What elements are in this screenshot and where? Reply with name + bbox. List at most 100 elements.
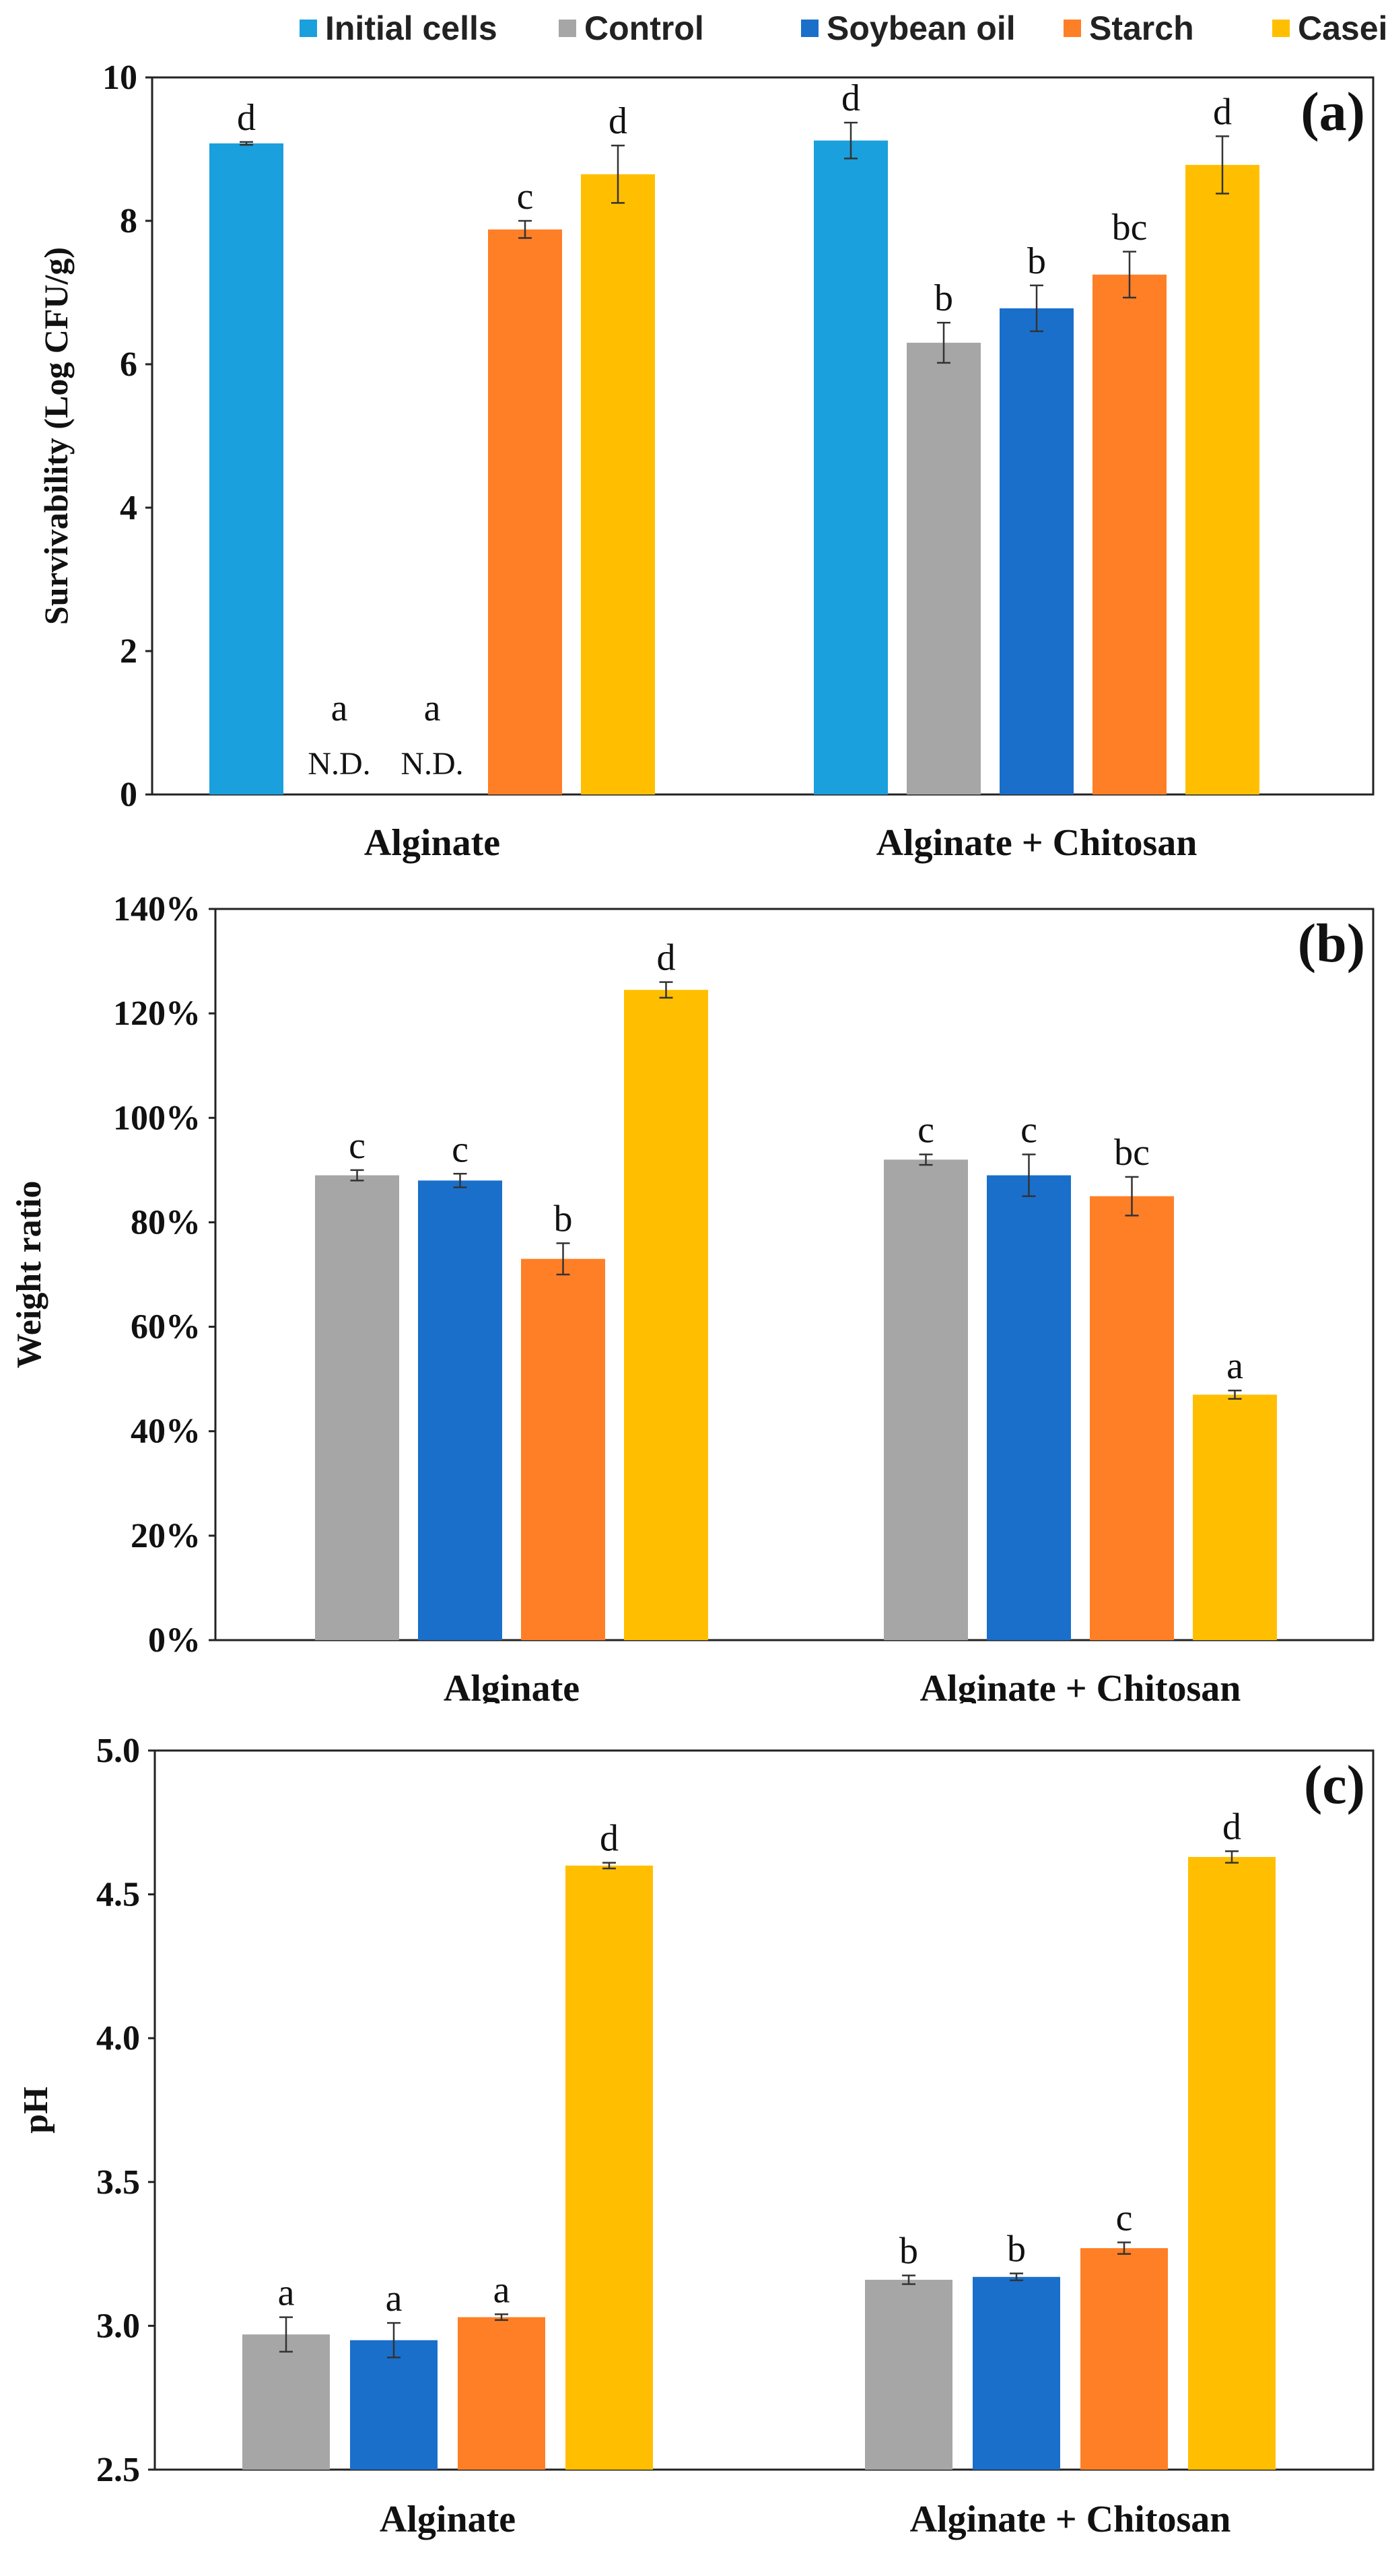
- bar-starch: [1092, 274, 1167, 794]
- x-category-label: Alginate: [380, 2499, 516, 2540]
- chart-panel-b: 0% 20% 40% 60% 80% 100% 120% 140% Weight ratio (b…: [10, 890, 1375, 1703]
- bar-control: [884, 1159, 968, 1640]
- panel-label: (c): [1304, 1754, 1365, 1815]
- bar-starch: [488, 229, 562, 794]
- bar-starch: [1080, 2248, 1168, 2470]
- y-tick-label: 120%: [113, 994, 201, 1033]
- x-category-label: Alginate: [444, 1668, 580, 1703]
- legend-swatch: [1272, 20, 1290, 37]
- bar-casein: [581, 174, 655, 794]
- y-axis-label: Survivability (Log CFU/g): [37, 247, 75, 625]
- bar-soybean-oil: [1000, 308, 1074, 794]
- y-tick-label: 4.0: [96, 2019, 140, 2058]
- significance-letter: d: [600, 1818, 619, 1860]
- bar-control: [315, 1175, 399, 1640]
- bar-casein: [565, 1865, 653, 2470]
- legend-item-starch: Starch: [1064, 8, 1194, 48]
- significance-letter: c: [452, 1128, 469, 1170]
- legend-swatch: [801, 20, 819, 37]
- significance-letter: c: [1116, 2198, 1133, 2239]
- x-category-label: Alginate + Chitosan: [920, 1668, 1241, 1703]
- x-category-label: Alginate + Chitosan: [876, 822, 1198, 864]
- significance-letter: d: [657, 937, 676, 979]
- significance-letter: c: [1020, 1110, 1037, 1151]
- y-tick-label: 60%: [131, 1308, 201, 1347]
- legend-label: Casein: [1298, 9, 1388, 47]
- bar-starch: [458, 2317, 545, 2470]
- significance-letter: a: [1226, 1345, 1243, 1387]
- bar-soybean-oil: [987, 1175, 1071, 1640]
- significance-letter: d: [609, 100, 627, 142]
- significance-letter: b: [554, 1198, 573, 1240]
- significance-letter: b: [934, 277, 953, 319]
- plot-frame: [151, 76, 1375, 796]
- legend-item-soybean-oil: Soybean oil: [801, 8, 1016, 48]
- significance-letter: c: [917, 1110, 934, 1151]
- y-tick-label: 6: [120, 345, 137, 384]
- significance-letter: a: [331, 687, 348, 729]
- y-tick-label: 140%: [113, 890, 201, 928]
- legend-swatch: [300, 20, 317, 37]
- bar-control: [242, 2334, 330, 2470]
- legend-item-casein: Casein: [1272, 8, 1388, 48]
- y-tick-label: 100%: [113, 1099, 201, 1137]
- legend-label: Soybean oil: [827, 9, 1016, 47]
- significance-letter: a: [424, 687, 441, 729]
- legend-label: Initial cells: [325, 9, 497, 47]
- y-tick-label: 3.5: [96, 2163, 140, 2202]
- y-tick-label: 80%: [131, 1203, 201, 1242]
- significance-letter: b: [899, 2231, 918, 2272]
- plot-frame: [214, 908, 1375, 1641]
- y-tick-label: 4: [120, 489, 137, 527]
- bar-casein: [624, 990, 708, 1640]
- bar-casein: [1193, 1394, 1277, 1640]
- y-tick-label: 0%: [148, 1621, 201, 1660]
- significance-letter: bc: [1114, 1132, 1150, 1174]
- y-tick-label: 2: [120, 632, 137, 671]
- bar-soybean-oil: [350, 2340, 438, 2470]
- chart-panel-c: 2.5 3.0 3.5 4.0 4.5 5.0 pH (c) a a a d Alginate b b c d A…: [17, 1732, 1375, 2540]
- bar-initial-cells: [209, 143, 283, 795]
- bar-soybean-oil: [973, 2276, 1060, 2470]
- panel-label: (a): [1300, 81, 1365, 142]
- significance-letter: c: [517, 176, 534, 217]
- significance-letter: d: [1222, 1806, 1241, 1848]
- bar-control: [907, 343, 981, 794]
- plot-frame: [153, 1749, 1375, 2471]
- bar-starch: [1090, 1196, 1174, 1640]
- legend-label: Control: [584, 9, 704, 47]
- y-tick-label: 2.5: [96, 2451, 140, 2489]
- significance-letter: c: [349, 1125, 366, 1167]
- significance-letter: b: [1007, 2229, 1026, 2270]
- legend-swatch: [559, 20, 576, 37]
- y-axis-label: pH: [17, 2087, 55, 2133]
- bar-initial-cells: [814, 140, 888, 795]
- chart-panel-a: 0 2 4 6 8 10 Survivability (Log CFU/g) (a) d N.D.…: [37, 59, 1375, 864]
- y-tick-label: 0: [120, 776, 137, 814]
- y-tick-label: 5.0: [96, 1732, 140, 1770]
- nd-label: N.D.: [308, 746, 370, 782]
- legend-item-initial-cells: Initial cells: [300, 8, 497, 48]
- y-tick-label: 8: [120, 202, 137, 240]
- x-category-label: Alginate + Chitosan: [910, 2499, 1231, 2540]
- significance-letter: a: [493, 2269, 510, 2311]
- y-axis-label: Weight ratio: [10, 1181, 48, 1369]
- chart-legend: Initial cells Control Soybean oil Starch Cas…: [0, 0, 1388, 61]
- significance-letter: d: [1213, 91, 1232, 133]
- legend-label: Starch: [1089, 9, 1194, 47]
- x-category-label: Alginate: [364, 822, 500, 864]
- bar-starch: [521, 1258, 605, 1640]
- bar-casein: [1185, 164, 1259, 794]
- y-tick-label: 3.0: [96, 2307, 140, 2345]
- nd-label: N.D.: [401, 746, 463, 782]
- y-tick-label: 4.5: [96, 1876, 140, 1914]
- y-tick-label: 40%: [131, 1413, 201, 1451]
- y-tick-label: 10: [102, 59, 137, 97]
- y-tick-label: 20%: [131, 1517, 201, 1555]
- legend-swatch: [1064, 20, 1081, 37]
- significance-letter: b: [1027, 240, 1046, 282]
- significance-letter: a: [278, 2272, 295, 2314]
- legend-item-control: Control: [559, 8, 704, 48]
- significance-letter: bc: [1112, 207, 1148, 248]
- panel-label: (b): [1298, 912, 1365, 974]
